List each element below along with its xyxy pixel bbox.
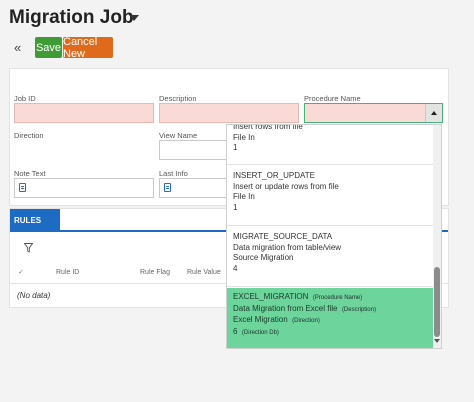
empty-state-text: (No data): [17, 291, 51, 300]
option-description: Data migration from table/view: [233, 242, 342, 252]
dropdown-scrollbar[interactable]: [433, 125, 441, 348]
dropdown-option[interactable]: MIGRATE_SOURCE_DATA Data migration from …: [227, 232, 433, 274]
option-description: Insert or update rows from file: [233, 181, 339, 191]
collapse-icon[interactable]: «: [14, 40, 22, 55]
job-id-label: Job ID: [14, 94, 36, 103]
column-header-rule-value[interactable]: Rule Value: [187, 269, 221, 276]
option-number: 1: [233, 143, 238, 152]
page-title: Migration Job: [9, 7, 134, 28]
dropdown-option[interactable]: Insert rows from file File In 1: [227, 124, 433, 154]
dropdown-option-selected[interactable]: EXCEL_MIGRATION (Procedure Name) Data Mi…: [227, 288, 433, 348]
option-name: INSERT_OR_UPDATE: [233, 171, 315, 180]
column-header-rule-flag[interactable]: Rule Flag: [140, 269, 170, 276]
document-icon[interactable]: [19, 183, 26, 192]
column-header-rule-id[interactable]: Rule ID: [56, 269, 80, 276]
option-description-tag: (Description): [341, 306, 376, 313]
job-id-field[interactable]: [14, 103, 154, 123]
option-number: 4: [233, 263, 238, 273]
option-description: Data Migration from Excel file: [233, 303, 338, 313]
option-number-tag: (Direction Db): [241, 329, 279, 336]
tab-rules[interactable]: RULES: [10, 209, 60, 231]
procedure-name-dropdown-list[interactable]: Insert rows from file File In 1 INSERT_O…: [226, 124, 442, 349]
description-label: Description: [159, 94, 197, 103]
direction-label: Direction: [14, 131, 44, 140]
cancel-new-button[interactable]: Cancel New: [63, 36, 113, 60]
dropdown-option[interactable]: INSERT_OR_UPDATE Insert or update rows f…: [227, 171, 433, 213]
option-number: 6: [233, 326, 238, 336]
scroll-down-arrow-icon[interactable]: [434, 339, 440, 343]
option-name-tag: (Procedure Name): [312, 295, 363, 301]
option-divider: [227, 286, 433, 287]
option-name: MIGRATE_SOURCE_DATA: [233, 232, 333, 241]
option-direction-tag: (Direction): [292, 318, 320, 324]
option-number: 1: [233, 202, 238, 212]
option-divider: [227, 225, 433, 226]
filter-icon[interactable]: [24, 243, 33, 253]
procedure-name-field[interactable]: [304, 103, 443, 123]
title-dropdown-icon[interactable]: [129, 15, 139, 21]
procedure-name-label: Procedure Name: [304, 94, 361, 103]
option-name: EXCEL_MIGRATION: [233, 292, 309, 301]
note-text-field[interactable]: [14, 178, 154, 198]
option-name: Insert rows from file: [233, 124, 303, 131]
view-name-label: View Name: [159, 131, 198, 140]
description-field[interactable]: [159, 103, 299, 123]
option-direction: Excel Migration: [233, 315, 288, 324]
save-button[interactable]: Save: [35, 37, 62, 58]
scrollbar-thumb[interactable]: [434, 267, 440, 337]
option-direction: File In: [233, 192, 255, 201]
last-info-label: Last Info: [159, 169, 188, 178]
note-text-label: Note Text: [14, 169, 46, 178]
option-direction: Source Migration: [233, 253, 294, 262]
option-divider: [227, 164, 433, 165]
option-description: File In: [233, 132, 255, 142]
select-all-check-icon[interactable]: ✓: [18, 269, 24, 276]
document-icon[interactable]: [164, 183, 171, 192]
procedure-name-dropdown-button[interactable]: [425, 104, 442, 122]
